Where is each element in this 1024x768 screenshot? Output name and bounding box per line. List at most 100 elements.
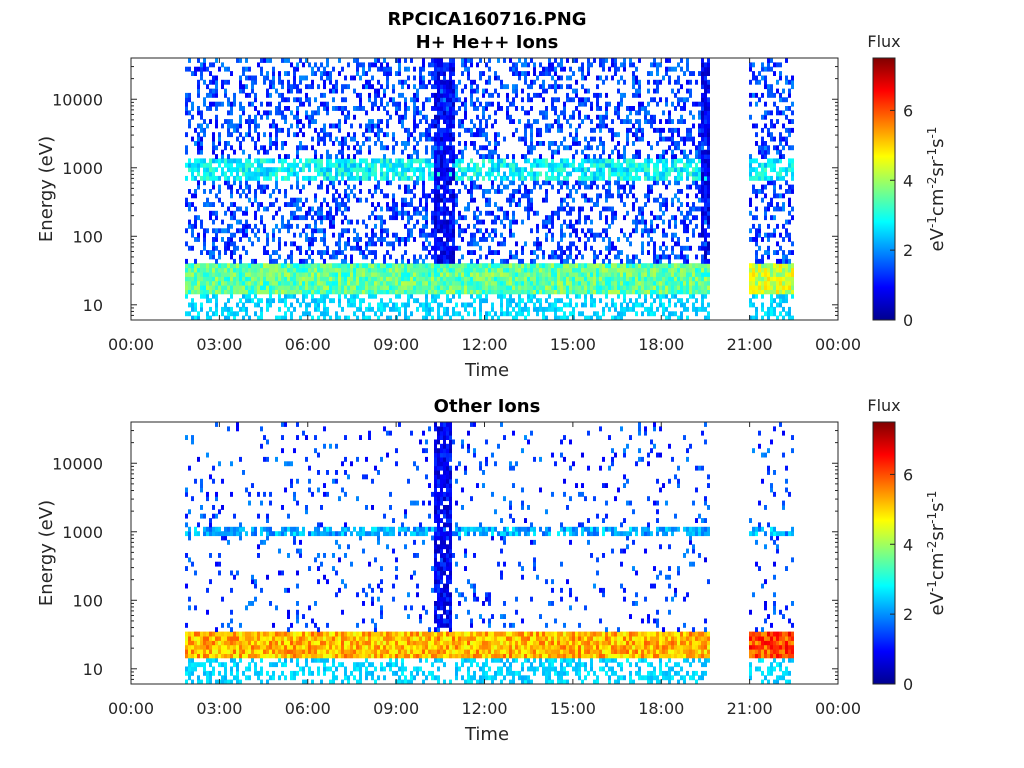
spectrogram-cell [215, 175, 218, 181]
spectrogram-cell [344, 258, 347, 264]
spectrogram-cell [626, 162, 629, 168]
spectrogram-cell [371, 101, 374, 107]
spectrogram-cell [680, 119, 683, 124]
spectrogram-cell [239, 88, 242, 94]
spectrogram-cell [446, 280, 449, 286]
spectrogram-cell [623, 215, 626, 221]
spectrogram-cell [389, 315, 392, 321]
spectrogram-cell [194, 215, 197, 221]
spectrogram-cell [653, 58, 656, 63]
spectrogram-cell [452, 97, 455, 103]
spectrogram-cell [356, 58, 359, 63]
spectrogram-cell [446, 306, 449, 312]
spectrogram-cell [296, 206, 299, 212]
spectrogram-cell [647, 189, 650, 194]
spectrogram-cell [422, 114, 425, 120]
spectrogram-cell [440, 141, 443, 146]
spectrogram-cell [221, 289, 224, 295]
spectrogram-cell [422, 285, 425, 290]
spectrogram-cell [317, 306, 320, 312]
spectrogram-cell [458, 119, 461, 124]
spectrogram-cell [278, 254, 281, 260]
spectrogram-cell [302, 167, 305, 173]
spectrogram-cell [401, 119, 404, 124]
spectrogram-cell [638, 289, 641, 295]
spectrogram-cell [311, 285, 314, 290]
spectrogram-cell [299, 263, 302, 269]
spectrogram-cell [281, 285, 284, 290]
spectrogram-cell [224, 88, 227, 94]
spectrogram-cell [476, 62, 479, 68]
spectrogram-cell [449, 132, 452, 138]
spectrogram-cell [602, 184, 605, 190]
spectrogram-cell [602, 276, 605, 282]
spectrogram-cell [581, 175, 584, 181]
spectrogram-cell [479, 245, 482, 251]
spectrogram-cell [590, 175, 593, 181]
spectrogram-cell [530, 84, 533, 90]
spectrogram-cell [512, 272, 515, 277]
spectrogram-cell [197, 237, 200, 242]
spectrogram-cell [506, 298, 509, 304]
spectrogram-cell [263, 149, 266, 155]
spectrogram-cell [227, 101, 230, 107]
spectrogram-cell [272, 280, 275, 286]
spectrogram-cell [671, 202, 674, 207]
spectrogram-cell [566, 293, 569, 299]
spectrogram-cell [455, 193, 458, 199]
spectrogram-cell [377, 66, 380, 72]
spectrogram-cell [254, 215, 257, 221]
spectrogram-cell [434, 210, 437, 216]
spectrogram-cell [404, 97, 407, 103]
spectrogram-cell [638, 302, 641, 308]
spectrogram-cell [254, 210, 257, 216]
spectrogram-cell [197, 215, 200, 221]
spectrogram-cell [230, 285, 233, 290]
spectrogram-cell [194, 276, 197, 282]
spectrogram-cell [674, 141, 677, 146]
spectrogram-cell [461, 228, 464, 234]
spectrogram-cell [656, 88, 659, 94]
spectrogram-cell [509, 197, 512, 203]
spectrogram-cell [632, 132, 635, 138]
spectrogram-cell [371, 289, 374, 295]
spectrogram-cell [551, 272, 554, 277]
spectrogram-cell [377, 215, 380, 221]
spectrogram-cell [392, 97, 395, 103]
spectrogram-cell [395, 206, 398, 212]
spectrogram-cell [362, 158, 365, 164]
spectrogram-cell [443, 88, 446, 94]
spectrogram-cell [557, 241, 560, 247]
spectrogram-cell [407, 175, 410, 181]
spectrogram-cell [260, 276, 263, 282]
spectrogram-cell [428, 311, 431, 317]
spectrogram-cell [554, 276, 557, 282]
spectrogram-cell [185, 132, 188, 138]
spectrogram-cell [314, 154, 317, 159]
spectrogram-cell [620, 92, 623, 98]
spectrogram-cell [647, 154, 650, 159]
spectrogram-cell [596, 75, 599, 81]
spectrogram-cell [473, 180, 476, 186]
spectrogram-cell [284, 97, 287, 103]
spectrogram-cell [635, 171, 638, 177]
spectrogram-cell [284, 258, 287, 264]
spectrogram-cell [512, 62, 515, 68]
spectrogram-cell [620, 97, 623, 103]
spectrogram-cell [215, 228, 218, 234]
spectrogram-cell [236, 311, 239, 317]
spectrogram-cell [521, 263, 524, 269]
spectrogram-cell [542, 180, 545, 186]
spectrogram-cell [677, 241, 680, 247]
spectrogram-cell [512, 285, 515, 290]
spectrogram-cell [653, 280, 656, 286]
spectrogram-cell [314, 280, 317, 286]
spectrogram-cell [377, 285, 380, 290]
spectrogram-cell [347, 184, 350, 190]
spectrogram-cell [443, 206, 446, 212]
spectrogram-cell [542, 158, 545, 164]
spectrogram-cell [545, 66, 548, 72]
spectrogram-cell [386, 206, 389, 212]
spectrogram-cell [656, 62, 659, 68]
spectrogram-cell [419, 289, 422, 295]
